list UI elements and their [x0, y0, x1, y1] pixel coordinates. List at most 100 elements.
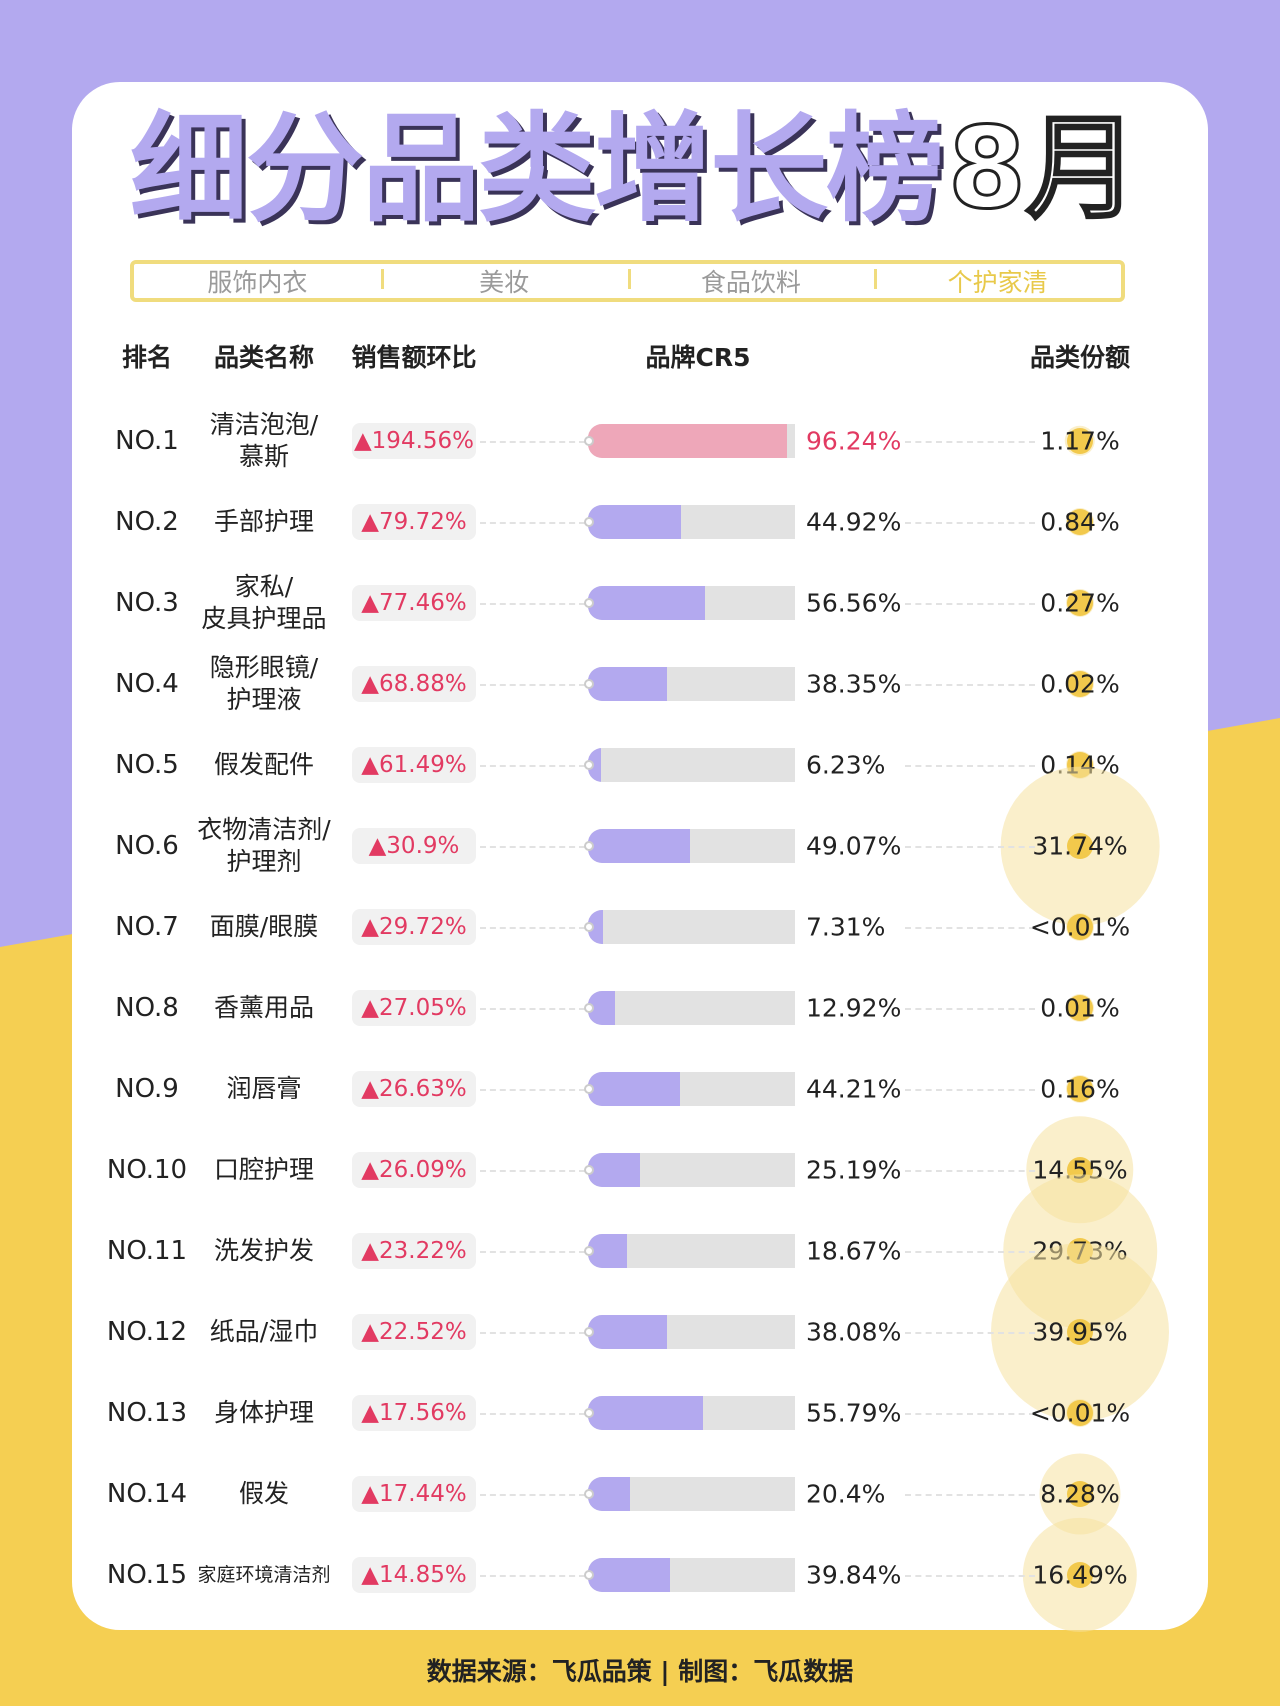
cr5-value: 25.19%	[806, 1155, 902, 1185]
growth-badge: ▲17.44%	[352, 1476, 476, 1512]
share-dot	[1067, 1076, 1093, 1102]
share-value: 0.27%	[1040, 588, 1120, 618]
share-value: 31.74%	[1032, 831, 1128, 861]
dashed-connector	[480, 1332, 585, 1334]
dashed-connector	[480, 1251, 585, 1253]
cr5-bar-fill	[588, 1072, 680, 1106]
cr5-bar-fill	[588, 829, 690, 863]
rank-label: NO.12	[106, 1317, 188, 1347]
tab-2[interactable]: 食品饮料	[627, 263, 875, 299]
dashed-connector	[480, 1494, 585, 1496]
tab-1[interactable]: 美妆	[380, 263, 628, 299]
cr5-bar	[588, 748, 795, 782]
rank-label: NO.6	[115, 831, 179, 861]
share-value: 0.02%	[1040, 669, 1120, 699]
cr5-bar	[588, 1315, 795, 1349]
cr5-value: 49.07%	[806, 831, 902, 861]
cr5-bar	[588, 505, 795, 539]
share-value: <0.01%	[1029, 912, 1131, 942]
cr5-value: 18.67%	[806, 1236, 902, 1266]
cr5-bar-fill	[588, 586, 706, 620]
table-row: NO.13 身体护理 ▲17.56% 55.79% <0.01%	[0, 1373, 1280, 1453]
growth-badge: ▲194.56%	[352, 423, 476, 459]
table-row: NO.8 香薰用品 ▲27.05% 12.92% 0.01%	[0, 968, 1280, 1048]
cr5-value: 55.79%	[806, 1398, 902, 1428]
share-dot	[1067, 1562, 1093, 1588]
share-dot	[1067, 995, 1093, 1021]
dashed-connector	[480, 603, 585, 605]
header-name: 品类名称	[213, 343, 315, 372]
category-name: 面膜/眼膜	[209, 912, 319, 941]
table-row: NO.4 隐形眼镜/护理液 ▲68.88% 38.35% 0.02%	[0, 644, 1280, 724]
dashed-connector	[905, 522, 1035, 524]
cr5-bar-fill	[588, 505, 681, 539]
bar-cap	[584, 1489, 594, 1499]
category-name: 手部护理	[213, 507, 315, 536]
dashed-connector	[905, 1575, 1035, 1577]
share-value: 1.17%	[1040, 426, 1120, 456]
share-value: 0.16%	[1040, 1074, 1120, 1104]
cr5-value: 39.84%	[806, 1560, 902, 1590]
cr5-value: 6.23%	[806, 750, 886, 780]
cr5-bar	[588, 910, 795, 944]
growth-badge: ▲26.09%	[352, 1152, 476, 1188]
bar-cap	[584, 1408, 594, 1418]
dashed-connector	[480, 765, 585, 767]
category-name: 家庭环境清洁剂	[197, 1564, 331, 1586]
footer-source: 数据来源：飞瓜品策 | 制图：飞瓜数据	[426, 1657, 854, 1686]
share-dot	[1067, 1481, 1093, 1507]
share-value: 0.01%	[1040, 993, 1120, 1023]
rank-label: NO.15	[106, 1560, 188, 1590]
growth-badge: ▲17.56%	[352, 1395, 476, 1431]
growth-badge: ▲27.05%	[352, 990, 476, 1026]
share-dot	[1067, 1319, 1093, 1345]
table-row: NO.7 面膜/眼膜 ▲29.72% 7.31% <0.01%	[0, 887, 1280, 967]
cr5-bar	[588, 1558, 795, 1592]
bar-cap	[584, 517, 594, 527]
cr5-value: 20.4%	[806, 1479, 886, 1509]
header-share: 品类份额	[1029, 343, 1131, 372]
dashed-connector	[480, 1413, 585, 1415]
category-name: 纸品/湿巾	[209, 1317, 319, 1346]
rank-label: NO.3	[115, 588, 179, 618]
table-row: NO.12 纸品/湿巾 ▲22.52% 38.08% 39.95%	[0, 1243, 1280, 1421]
category-tabs: 服饰内衣 美妆 食品饮料 个护家清	[130, 260, 1125, 302]
tab-0[interactable]: 服饰内衣	[207, 268, 308, 297]
cr5-bar-fill	[588, 667, 668, 701]
growth-badge: ▲68.88%	[352, 666, 476, 702]
bar-cap	[584, 1246, 594, 1256]
cr5-value: 44.21%	[806, 1074, 902, 1104]
category-name: 洗发护发	[213, 1236, 315, 1265]
cr5-bar	[588, 1072, 795, 1106]
cr5-bar-fill	[588, 1315, 667, 1349]
cr5-value: 96.24%	[806, 426, 902, 456]
dashed-connector	[905, 1413, 1035, 1415]
table-row: NO.14 假发 ▲17.44% 20.4% 8.28%	[0, 1453, 1280, 1535]
growth-badge: ▲61.49%	[352, 747, 476, 783]
rank-label: NO.13	[106, 1398, 188, 1428]
share-dot	[1067, 914, 1093, 940]
cr5-bar-fill	[588, 1558, 671, 1592]
cr5-bar-fill	[588, 1153, 641, 1187]
rank-label: NO.5	[115, 750, 179, 780]
tab-3[interactable]: 个护家清	[874, 263, 1121, 299]
growth-badge: ▲79.72%	[352, 504, 476, 540]
title-main: 细分品类增长榜	[130, 100, 944, 238]
cr5-value: 7.31%	[806, 912, 886, 942]
bar-cap	[584, 598, 594, 608]
bar-cap	[584, 1165, 594, 1175]
cr5-bar-fill	[588, 424, 788, 458]
cr5-bar	[588, 667, 795, 701]
rank-label: NO.7	[115, 912, 179, 942]
dashed-connector	[905, 441, 1035, 443]
cr5-value: 56.56%	[806, 588, 902, 618]
table-row: NO.6 衣物清洁剂/护理剂 ▲30.9% 49.07% 31.74%	[0, 766, 1280, 926]
cr5-bar	[588, 829, 795, 863]
growth-badge: ▲23.22%	[352, 1233, 476, 1269]
bar-cap	[584, 1084, 594, 1094]
dashed-connector	[905, 603, 1035, 605]
rank-label: NO.10	[106, 1155, 188, 1185]
share-value: 8.28%	[1040, 1479, 1120, 1509]
dashed-connector	[905, 1332, 1035, 1334]
dashed-connector	[905, 684, 1035, 686]
